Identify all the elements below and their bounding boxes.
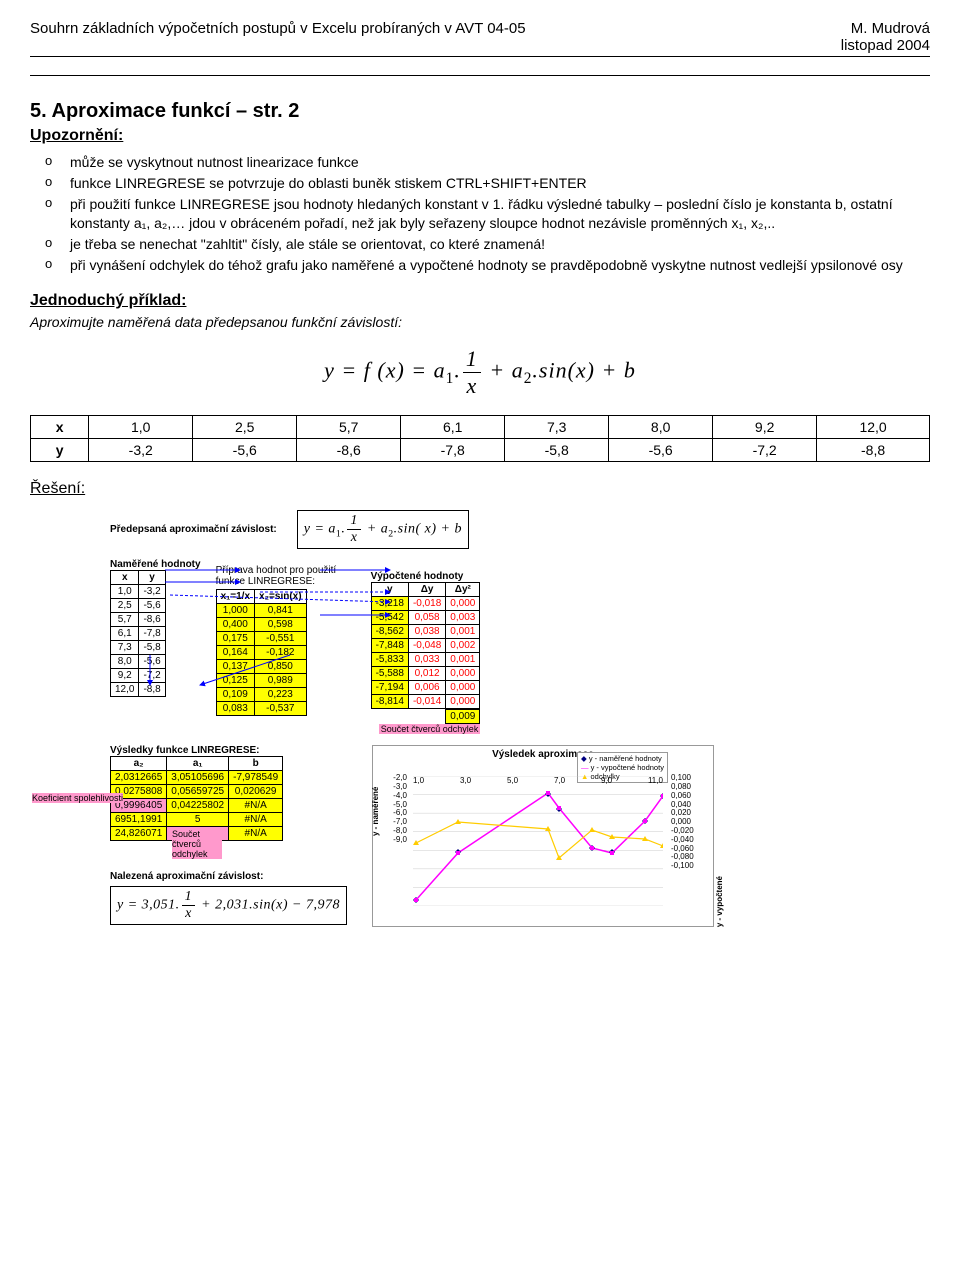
found-formula: y = 3,051.1x + 2,031.sin(x) − 7,978 — [110, 886, 347, 925]
header-rule-2 — [30, 75, 930, 76]
computed-table: yΔyΔy²-3,218-0,0180,000-5,5420,0580,003-… — [371, 582, 481, 709]
list-item: při vynášení odchylek do téhož grafu jak… — [70, 256, 930, 274]
warning-list: může se vyskytnout nutnost linearizace f… — [30, 153, 930, 274]
result-chart: Výsledek aproximace ◆ y - naměřené hodno… — [372, 745, 714, 927]
sum-value: 0,009 — [445, 709, 480, 724]
chart-yaxis-right: 0,1000,0800,0600,0400,0200,000-0,020-0,0… — [671, 774, 711, 871]
warning-heading: Upozornění: — [30, 127, 930, 145]
page-header: Souhrn základních výpočetních postupů v … — [30, 20, 930, 54]
linreg-title: Výsledky funkce LINREGRESE: — [110, 745, 347, 756]
formula-predepsana: y = a1.1x + a2.sin( x) + b — [297, 510, 469, 549]
soucet-label: Součet čtverců odchylek — [172, 829, 222, 859]
found-label: Nalezená aproximační závislost: — [110, 871, 347, 882]
chart-yaxis-left: -2,0-3,0-4,0-5,0-6,0-7,0-8,0-9,0 — [375, 774, 407, 844]
header-rule — [30, 56, 930, 57]
solution-heading: Řešení: — [30, 480, 930, 498]
header-date: listopad 2004 — [841, 37, 930, 54]
prepare-label: Příprava hodnot pro použití funkce LINRE… — [216, 565, 356, 587]
chart-ylabel-right: y - vypočtené — [715, 876, 724, 927]
sum-label: Součet čtverců odchylek — [379, 724, 481, 734]
prepared-table: x₁=1/xx₂=sin(x)1,0000,8410,4000,5980,175… — [216, 589, 307, 716]
header-author: M. Mudrová — [841, 20, 930, 37]
list-item: může se vyskytnout nutnost linearizace f… — [70, 153, 930, 171]
legend-item: y - naměřené hodnoty — [589, 754, 662, 763]
computed-label: Výpočtené hodnoty — [371, 571, 481, 582]
data-table: x1,02,55,76,17,38,09,212,0 y-3,2-5,6-8,6… — [30, 415, 930, 462]
chart-plot: 1,03,05,07,09,011,0 — [413, 776, 663, 906]
example-text: Aproximujte naměřená data předepsanou fu… — [30, 314, 930, 330]
list-item: při použití funkce LINREGRESE jsou hodno… — [70, 195, 930, 231]
measured-table: xy1,0-3,22,5-5,65,7-8,66,1-7,87,3-5,88,0… — [110, 570, 166, 697]
example-heading: Jednoduchý příklad: — [30, 292, 930, 310]
predepsana-label: Předepsaná aproximační závislost: — [110, 524, 277, 535]
main-formula: y = f (x) = a1.1x + a2.sin(x) + b — [30, 346, 930, 399]
list-item: funkce LINREGRESE se potvrzuje do oblast… — [70, 174, 930, 192]
list-item: je třeba se nenechat "zahltit" čísly, al… — [70, 235, 930, 253]
header-title: Souhrn základních výpočetních postupů v … — [30, 20, 526, 37]
section-heading: 5. Aproximace funkcí – str. 2 — [30, 100, 930, 123]
coef-label: Koeficient spolehlivosti — [32, 793, 123, 803]
legend-item: y - vypočtené hodnoty — [591, 763, 664, 772]
measured-label: Naměřené hodnoty — [110, 559, 201, 570]
